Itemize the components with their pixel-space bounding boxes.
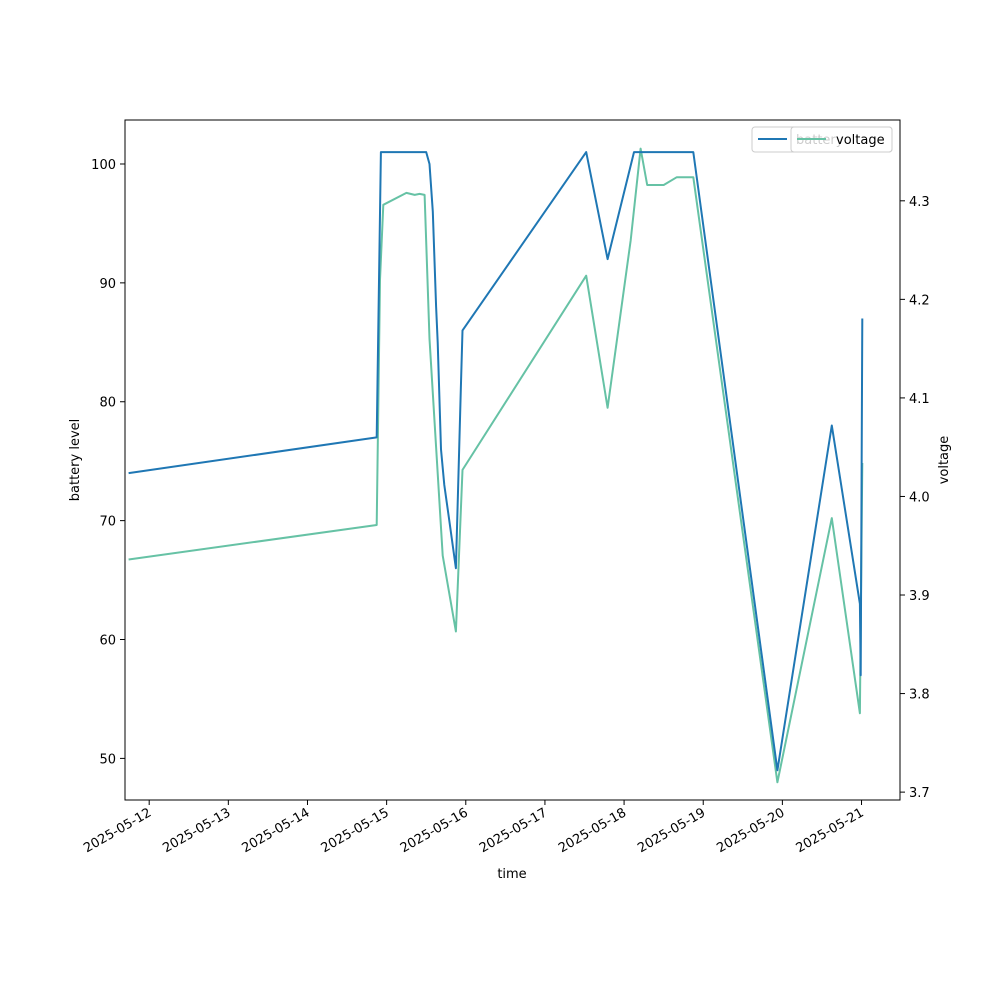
- y-axis-left-label: battery level: [68, 419, 83, 502]
- series-lines: [128, 147, 864, 784]
- y-left-tick-label: 70: [99, 515, 116, 530]
- legend-label-voltage: voltage: [836, 133, 885, 148]
- plot-frame: [124, 119, 901, 801]
- series-line-battery: [128, 151, 864, 772]
- x-axis-label: time: [497, 867, 526, 882]
- y-left-tick-label: 80: [99, 396, 116, 411]
- y-left-tick-label: 90: [99, 277, 116, 292]
- legend-voltage: voltage: [790, 126, 893, 153]
- y-axis-right-ticks: 3.7 3.8 3.9 4.0 4.1 4.2 4.3: [900, 195, 930, 801]
- y-right-tick-label: 3.9: [909, 589, 930, 604]
- y-left-tick-label: 100: [91, 158, 116, 173]
- legend-frame-voltage: [790, 126, 893, 153]
- y-right-tick-label: 4.2: [909, 293, 930, 308]
- y-right-tick-label: 4.0: [909, 490, 930, 505]
- y-axis-right-label: voltage: [937, 436, 952, 485]
- series-line-voltage: [128, 147, 864, 784]
- y-axis-left-ticks: 50 60 70 80 90 100: [91, 158, 125, 767]
- y-right-tick-label: 3.8: [909, 688, 930, 703]
- y-right-tick-label: 4.1: [909, 392, 930, 407]
- y-left-tick-label: 60: [99, 634, 116, 649]
- y-right-tick-label: 3.7: [909, 786, 930, 801]
- y-right-tick-label: 4.3: [909, 195, 930, 210]
- y-left-tick-label: 50: [99, 752, 116, 767]
